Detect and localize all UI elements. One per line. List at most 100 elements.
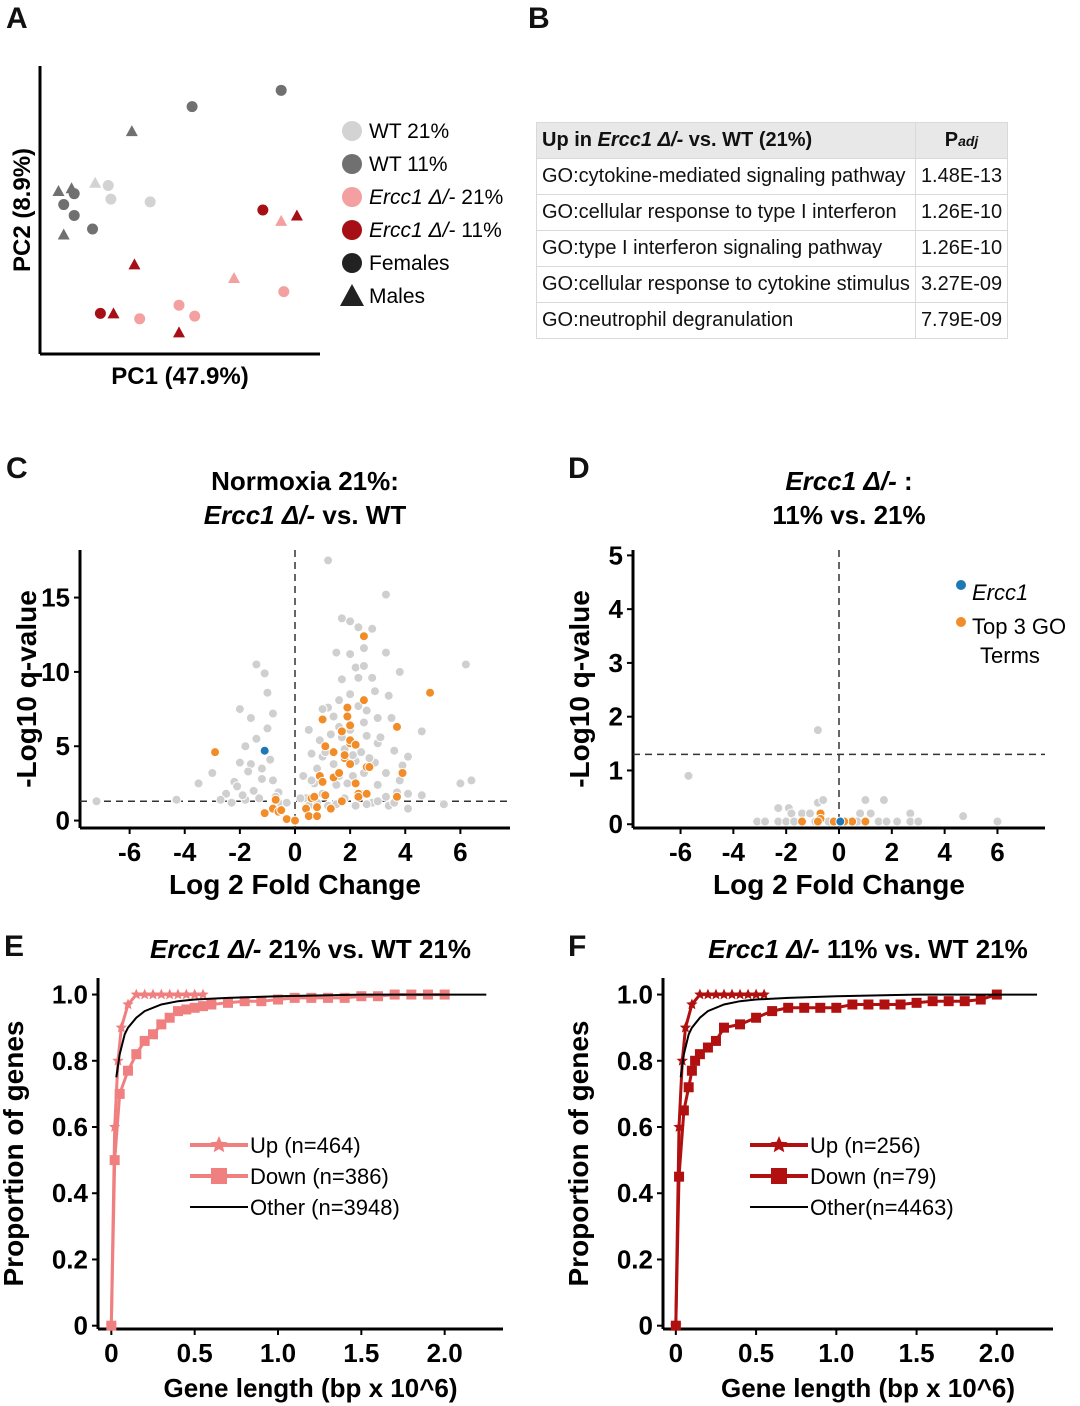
ercc1-point: [835, 816, 846, 827]
square-marker: [678, 1105, 689, 1116]
star-marker: [726, 988, 738, 1000]
square-marker: [670, 1320, 681, 1331]
y-tick-label: 0.6: [52, 1112, 88, 1142]
gene-point: [992, 816, 1003, 827]
gene-point: [281, 797, 292, 808]
star-marker: [742, 988, 754, 1000]
square-marker: [686, 1065, 697, 1076]
cdf-chart-f: Ercc1 Δ/- 11% vs. WT 21% 0 0.5 1.0 1.5 2.0 0 0.…: [563, 934, 1053, 1403]
gene-point: [372, 712, 383, 723]
x-axis-label: Log 2 Fold Change: [713, 869, 965, 900]
x-tick-label: -6: [669, 837, 692, 867]
legend-star-icon: [210, 1136, 228, 1153]
y-tick-label: 1: [609, 755, 623, 785]
go-term-gene-point: [397, 767, 408, 778]
table-header-padj: Padj: [914, 122, 1009, 159]
gene-point: [460, 659, 471, 670]
gene-point: [372, 779, 383, 790]
gene-point: [860, 795, 871, 806]
series-line-none: [115, 993, 487, 1078]
gene-point: [361, 705, 372, 716]
gene-point: [234, 704, 245, 715]
square-marker: [181, 1004, 192, 1015]
x-tick-label: 4: [398, 837, 413, 867]
go-term-gene-point: [290, 815, 300, 826]
square-marker: [148, 1029, 158, 1040]
chart-title: Ercc1 Δ/- 21% vs. WT 21%: [150, 934, 471, 964]
y-tick-label: 1.0: [52, 980, 88, 1010]
legend-label-1: Down (n=386): [250, 1164, 389, 1189]
star-marker: [710, 988, 722, 1000]
square-marker: [123, 1065, 133, 1076]
go-term-gene-point: [336, 796, 347, 807]
x-tick-label: 1.0: [818, 1338, 854, 1368]
x-tick-label: -2: [228, 837, 251, 867]
chart-title-line1: Ercc1 Δ/- :: [785, 466, 912, 496]
gene-point: [265, 754, 276, 765]
legend-label-3: Ercc1 Δ/- 11%: [369, 219, 502, 242]
gene-point: [245, 712, 256, 723]
legend-marker-go: [956, 617, 966, 627]
gene-point: [455, 778, 466, 789]
gene-point: [251, 733, 262, 744]
gene-point: [207, 767, 218, 778]
square-marker: [783, 1002, 794, 1013]
y-axis-label: -Log10 q-value: [564, 590, 595, 788]
x-tick-label: 1.0: [260, 1338, 296, 1368]
square-marker: [373, 991, 383, 1002]
data-point-female: [105, 193, 117, 205]
square-marker: [139, 1035, 150, 1046]
square-marker: [273, 994, 283, 1005]
go-term-gene-point: [312, 811, 323, 822]
gene-point: [295, 793, 306, 804]
star-marker: [750, 988, 762, 1000]
legend-label-go-line1: Top 3 GO: [972, 614, 1066, 639]
star-marker: [702, 988, 714, 1000]
square-marker: [702, 1042, 713, 1053]
x-tick-label: -6: [118, 837, 141, 867]
panel-label-a: A: [6, 2, 28, 35]
data-point-male: [107, 307, 120, 319]
square-marker: [223, 997, 233, 1008]
y-tick-label: 0: [56, 806, 70, 836]
legend-marker-0: [342, 121, 362, 141]
y-tick-label: 1.0: [617, 980, 653, 1010]
star-marker: [180, 988, 192, 1000]
star-marker: [172, 988, 184, 1000]
square-marker: [694, 1049, 705, 1060]
go-term: GO:cellular response to cytokine stimulu…: [536, 266, 916, 303]
x-tick-label: 0: [832, 837, 846, 867]
legend-marker-2: [342, 187, 362, 207]
go-term-gene-point: [270, 794, 281, 805]
star-marker: [122, 998, 134, 1010]
go-term-gene-point: [353, 791, 364, 802]
go-term-gene-point: [325, 803, 336, 814]
gene-point: [325, 729, 336, 740]
padj-value: 1.26E-10: [914, 194, 1009, 231]
go-term-gene-point: [276, 805, 287, 816]
y-tick-label: 0.8: [617, 1046, 653, 1076]
x-tick-label: 0.5: [177, 1338, 213, 1368]
go-term: GO:cellular response to type I interfero…: [536, 194, 916, 231]
data-point-male: [173, 326, 185, 338]
star-marker: [686, 998, 698, 1010]
gene-point: [226, 797, 237, 808]
star-marker: [115, 1021, 127, 1033]
star-marker: [139, 988, 151, 1000]
legend-label-4: Females: [369, 252, 450, 275]
square-marker: [879, 999, 890, 1010]
gene-point: [350, 662, 361, 673]
go-term-gene-point: [210, 747, 221, 758]
square-marker: [198, 1001, 208, 1012]
square-marker: [173, 1006, 183, 1017]
y-tick-label: 0.8: [52, 1046, 88, 1076]
x-tick-label: 4: [937, 837, 952, 867]
ercc1-point: [259, 745, 270, 756]
legend-marker-ercc1: [956, 580, 966, 590]
gene-point: [328, 759, 339, 770]
gene-point: [364, 753, 375, 764]
go-enrichment-table: Up in Ercc1 Δ/- vs. WT (21%) Padj GO:cyt…: [536, 122, 1009, 339]
legend-marker-4: [342, 253, 362, 273]
gene-point: [403, 788, 414, 799]
go-term-gene-point: [259, 808, 270, 819]
